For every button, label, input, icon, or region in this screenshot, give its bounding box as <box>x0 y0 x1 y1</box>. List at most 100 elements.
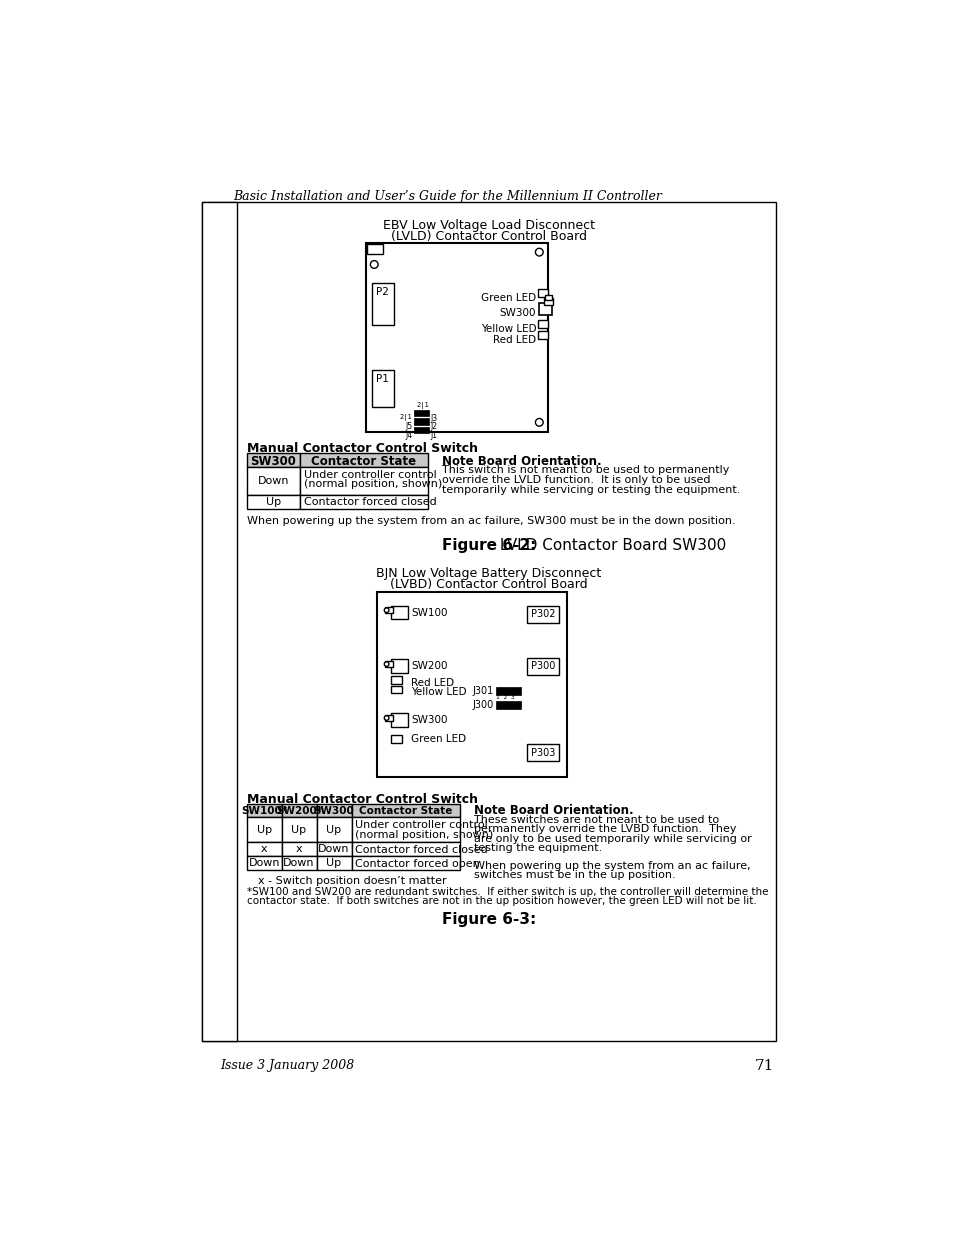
Text: J5: J5 <box>405 422 412 431</box>
Bar <box>202 203 775 1041</box>
Text: are only to be used temporarily while servicing or: are only to be used temporarily while se… <box>474 834 751 844</box>
Bar <box>377 592 567 777</box>
Bar <box>496 687 520 695</box>
Text: Note Board Orientation.: Note Board Orientation. <box>474 804 633 818</box>
Text: J3: J3 <box>431 414 437 422</box>
Text: Issue 3 January 2008: Issue 3 January 2008 <box>220 1060 354 1072</box>
Bar <box>202 203 236 1041</box>
Bar <box>316 804 352 818</box>
Text: Contactor State: Contactor State <box>359 805 453 816</box>
Text: EBV Low Voltage Load Disconnect: EBV Low Voltage Load Disconnect <box>382 219 595 232</box>
Bar <box>299 467 427 495</box>
Bar <box>391 659 408 673</box>
Bar <box>385 661 393 667</box>
Bar <box>537 331 547 340</box>
Bar <box>282 804 316 818</box>
Text: P300: P300 <box>531 662 555 672</box>
Text: testing the equipment.: testing the equipment. <box>474 842 601 852</box>
Bar <box>545 294 551 300</box>
Bar <box>299 495 427 509</box>
Text: (normal position, shown): (normal position, shown) <box>303 479 441 489</box>
Bar <box>537 303 552 315</box>
Bar <box>391 677 402 684</box>
Bar <box>543 299 553 305</box>
Text: Figure 6-2:: Figure 6-2: <box>442 537 537 553</box>
Bar <box>385 608 393 614</box>
Text: Manual Contactor Control Switch: Manual Contactor Control Switch <box>247 793 477 806</box>
Text: 1 2 3: 1 2 3 <box>496 695 514 700</box>
Bar <box>537 289 547 296</box>
Text: Up: Up <box>266 496 281 506</box>
Bar <box>299 453 427 467</box>
Bar <box>414 410 429 416</box>
Text: switches must be in the up position.: switches must be in the up position. <box>474 871 675 881</box>
Text: *SW100 and SW200 are redundant switches.  If either switch is up, the controller: *SW100 and SW200 are redundant switches.… <box>247 887 768 897</box>
Text: Contactor State: Contactor State <box>311 454 416 468</box>
Text: Red LED: Red LED <box>411 678 454 688</box>
Text: P2: P2 <box>375 287 389 296</box>
Text: Yellow LED: Yellow LED <box>480 324 536 333</box>
Text: When powering up the system from an ac failure,: When powering up the system from an ac f… <box>474 861 750 871</box>
Text: SW200*: SW200* <box>275 805 322 816</box>
Bar <box>316 818 352 842</box>
Text: (LVLD) Contactor Control Board: (LVLD) Contactor Control Board <box>391 230 586 243</box>
Text: SW100*: SW100* <box>241 805 287 816</box>
Bar <box>385 715 393 721</box>
Text: 2|1: 2|1 <box>399 414 412 421</box>
Text: Note Board Orientation.: Note Board Orientation. <box>441 454 600 468</box>
Bar <box>391 714 408 727</box>
Circle shape <box>370 261 377 268</box>
Text: BJN Low Voltage Battery Disconnect: BJN Low Voltage Battery Disconnect <box>375 567 601 580</box>
Bar <box>247 818 282 842</box>
Bar <box>352 856 459 869</box>
Text: Up: Up <box>326 825 341 835</box>
Text: 2|1: 2|1 <box>416 403 429 409</box>
Text: Contactor forced open: Contactor forced open <box>355 858 479 869</box>
Text: Up: Up <box>256 825 272 835</box>
Text: This switch is not meant to be used to permanently: This switch is not meant to be used to p… <box>441 466 728 475</box>
Text: Under controller control: Under controller control <box>303 471 436 480</box>
Text: Manual Contactor Control Switch: Manual Contactor Control Switch <box>247 442 477 456</box>
Text: Down: Down <box>283 858 314 868</box>
Bar <box>247 495 299 509</box>
Text: override the LVLD function.  It is only to be used: override the LVLD function. It is only t… <box>441 475 709 485</box>
Bar <box>367 245 382 254</box>
Bar <box>391 735 402 742</box>
Text: Under controller control: Under controller control <box>355 820 487 830</box>
Text: Down: Down <box>318 844 350 853</box>
Text: temporarily while servicing or testing the equipment.: temporarily while servicing or testing t… <box>441 485 740 495</box>
Bar <box>391 605 408 620</box>
Text: Red LED: Red LED <box>493 336 536 346</box>
Text: Down: Down <box>257 475 289 485</box>
Text: J300: J300 <box>472 700 493 710</box>
Text: permanently override the LVBD function.  They: permanently override the LVBD function. … <box>474 824 736 835</box>
Text: 71: 71 <box>754 1060 773 1073</box>
Text: contactor state.  If both switches are not in the up position however, the green: contactor state. If both switches are no… <box>247 895 756 905</box>
Bar <box>365 243 547 431</box>
Bar <box>526 658 558 674</box>
Bar <box>247 804 282 818</box>
Bar <box>282 818 316 842</box>
Bar <box>352 804 459 818</box>
Bar <box>352 842 459 856</box>
Text: SW300: SW300 <box>411 715 448 725</box>
Text: Figure 6-3:: Figure 6-3: <box>441 911 536 927</box>
Text: Basic Installation and User’s Guide for the Millennium II Controller: Basic Installation and User’s Guide for … <box>233 190 661 203</box>
Bar <box>496 701 520 709</box>
Bar <box>247 856 282 869</box>
Text: Contactor forced closed: Contactor forced closed <box>303 496 436 506</box>
Text: P1: P1 <box>375 374 389 384</box>
Text: (LVBD) Contactor Control Board: (LVBD) Contactor Control Board <box>390 578 587 590</box>
Text: x: x <box>295 844 302 853</box>
Circle shape <box>384 716 389 720</box>
Text: P302: P302 <box>531 609 555 619</box>
Bar <box>414 427 429 433</box>
Bar <box>526 605 558 622</box>
Bar <box>247 842 282 856</box>
Text: J2: J2 <box>431 422 437 431</box>
Bar <box>247 467 299 495</box>
Text: Green LED: Green LED <box>480 293 536 303</box>
Bar <box>247 453 299 467</box>
Text: SW300: SW300 <box>314 805 354 816</box>
Circle shape <box>535 248 542 256</box>
